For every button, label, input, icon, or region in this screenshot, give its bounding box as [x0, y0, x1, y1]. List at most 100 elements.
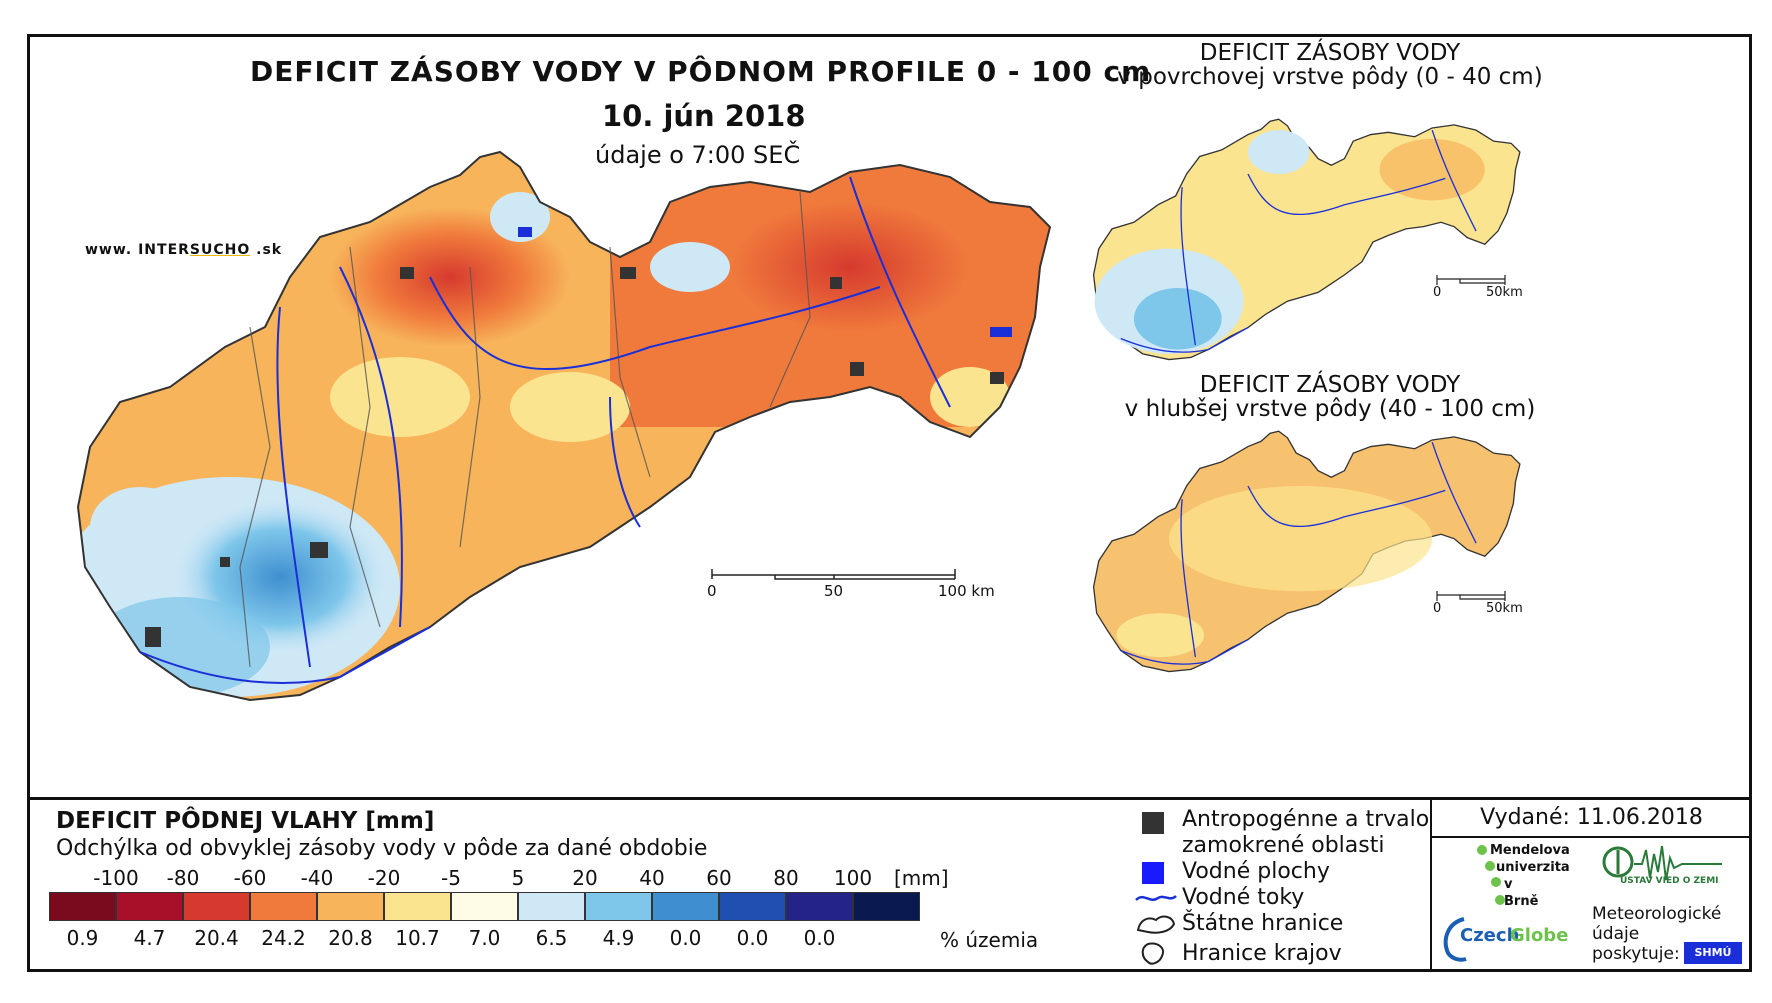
legend-pct-label: % územia [940, 928, 1039, 952]
legend-percentage: 6.5 [535, 926, 568, 950]
czechglobe-text-2: Globe [1510, 925, 1569, 946]
legend-percentage: 0.0 [669, 926, 702, 950]
legend-boundary-label: -5 [441, 866, 461, 890]
symbol-legend: Antropogénne a trvalo zamokrené oblasti … [1130, 800, 1450, 972]
legend-boundary-label: -60 [233, 866, 267, 890]
legend-percentage: 20.4 [194, 926, 239, 950]
legend-color-box [384, 892, 451, 921]
brand-prefix: www. INTER [85, 242, 190, 258]
legend-color-box [786, 892, 853, 921]
legend-percentage: 24.2 [261, 926, 306, 950]
legend-boundary-label: -20 [367, 866, 401, 890]
mendel-text-3: v Brně [1504, 877, 1539, 909]
legend-color-box [451, 892, 518, 921]
mendel-dots-icon [1477, 845, 1505, 905]
legend-color-box [317, 892, 384, 921]
legend-boundary-label: 60 [706, 866, 732, 890]
main-title: DEFICIT ZÁSOBY VODY V PÔDNOM PROFILE 0 -… [250, 55, 1152, 88]
legend-boundary-label: -80 [166, 866, 200, 890]
legend-color-box [49, 892, 116, 921]
czechglobe-arc-icon [1443, 917, 1467, 962]
intersucho-link[interactable]: www. INTERSUCHO .sk [85, 242, 282, 258]
inset-bottom-title-2: v hlubšej vrstve pôdy (40 - 100 cm) [1124, 396, 1536, 422]
shmu-logo: SHMÚ [1684, 942, 1742, 964]
legend-color-box [652, 892, 719, 921]
legend-color-box [719, 892, 786, 921]
issue-date: Vydané: 11.06.2018 [1432, 800, 1751, 838]
legend-percentage: 7.0 [468, 926, 501, 950]
anthro-label-1: Antropogénne a trvalo [1182, 807, 1430, 832]
data-time: údaje o 7:00 SEČ [595, 141, 801, 169]
czechglobe-logo: Czech Globe [1440, 915, 1580, 965]
legend-percentage: 0.0 [736, 926, 769, 950]
inset-top-scale-end: 50km [1486, 285, 1523, 300]
water-label: Vodné plochy [1182, 859, 1330, 884]
inset-bottom-scale [1436, 591, 1506, 601]
legend-boundary-label: 5 [511, 866, 525, 890]
inset-top-scale [1436, 275, 1506, 285]
legend-percentage: 20.8 [328, 926, 373, 950]
main-scale-0: 0 [707, 582, 717, 600]
shmu-text: SHMÚ [1694, 946, 1732, 959]
mendel-text-2: univerzita [1496, 860, 1570, 875]
legend-boundary-label: -100 [93, 866, 139, 890]
river-line-icon [1135, 895, 1177, 901]
legend-color-box [853, 892, 920, 921]
legend-percentage: 0.9 [66, 926, 99, 950]
inset-top-map [1092, 118, 1521, 361]
legend-boundary-label: 80 [773, 866, 799, 890]
uvz-logo: ÚSTAV VIED O ZEMI [1602, 842, 1742, 897]
regions-label: Hranice krajov [1182, 941, 1342, 966]
legend-color-box [585, 892, 652, 921]
brand-suffix: .sk [250, 242, 283, 258]
legend-color-box [518, 892, 585, 921]
anthro-label-2: zamokrené oblasti [1182, 833, 1385, 858]
map-panel: DEFICIT ZÁSOBY VODY V PÔDNOM PROFILE 0 -… [30, 37, 1749, 797]
legend-title: DEFICIT PÔDNEJ VLAHY [mm] [56, 808, 435, 834]
mendel-text-1: Mendelova [1490, 843, 1570, 858]
region-outline-icon [1141, 942, 1164, 965]
legend-boundary-label: 100 [833, 866, 873, 890]
border-label: Štátne hranice [1182, 911, 1344, 936]
main-scale-bar [711, 569, 956, 580]
inset-top-title-2: v povrchovej vrstve pôdy (0 - 40 cm) [1117, 64, 1543, 90]
inset-bottom-map [1092, 430, 1521, 673]
legend-boundary-label: 20 [572, 866, 598, 890]
meteo-credit: Meteorologické údaje poskytuje: SHMÚ [1592, 904, 1747, 972]
legend-unit: [mm] [894, 866, 949, 890]
color-legend: DEFICIT PÔDNEJ VLAHY [mm] Odchýlka od ob… [30, 800, 1130, 972]
issue-panel: Vydané: 11.06.2018 Mendelova univerzita … [1430, 800, 1751, 972]
map-date: 10. jún 2018 [602, 99, 806, 133]
seismograph-icon [1602, 845, 1722, 881]
meteo-text-3: poskytuje: [1592, 944, 1680, 964]
inset-top-title-1: DEFICIT ZÁSOBY VODY [1199, 40, 1461, 66]
legend-percentage: 10.7 [395, 926, 440, 950]
meteo-text-2: údaje [1592, 924, 1640, 944]
meteo-text-1: Meteorologické [1592, 904, 1722, 924]
legend-color-box [116, 892, 183, 921]
legend-percentage: 4.7 [133, 926, 166, 950]
legend-subtitle: Odchýlka od obvyklej zásoby vody v pôde … [56, 836, 708, 861]
main-map [76, 150, 1052, 702]
inset-bottom-title-1: DEFICIT ZÁSOBY VODY [1199, 372, 1461, 398]
rivers-label: Vodné toky [1182, 885, 1305, 910]
main-scale-50: 50 [824, 582, 844, 600]
anthro-swatch [1142, 812, 1164, 834]
inset-bottom-scale-0: 0 [1433, 601, 1442, 616]
czechglobe-text-1: Czech [1460, 925, 1520, 946]
legend-percentage: 4.9 [602, 926, 635, 950]
legend-color-box [183, 892, 250, 921]
border-outline-icon [1136, 915, 1176, 934]
main-scale-100: 100 km [938, 582, 995, 600]
water-swatch [1142, 862, 1164, 884]
legend-percentage: 0.0 [803, 926, 836, 950]
inset-top-scale-0: 0 [1433, 285, 1442, 300]
inset-bottom-scale-end: 50km [1486, 601, 1523, 616]
map-frame: DEFICIT ZÁSOBY VODY V PÔDNOM PROFILE 0 -… [27, 34, 1752, 972]
legend-boundary-label: 40 [639, 866, 665, 890]
brand-highlight: SUCHO [189, 242, 251, 258]
uvz-text: ÚSTAV VIED O ZEMI [1620, 876, 1719, 886]
legend-boundary-label: -40 [300, 866, 334, 890]
bottom-panel: DEFICIT PÔDNEJ VLAHY [mm] Odchýlka od ob… [30, 797, 1751, 972]
legend-color-box [250, 892, 317, 921]
